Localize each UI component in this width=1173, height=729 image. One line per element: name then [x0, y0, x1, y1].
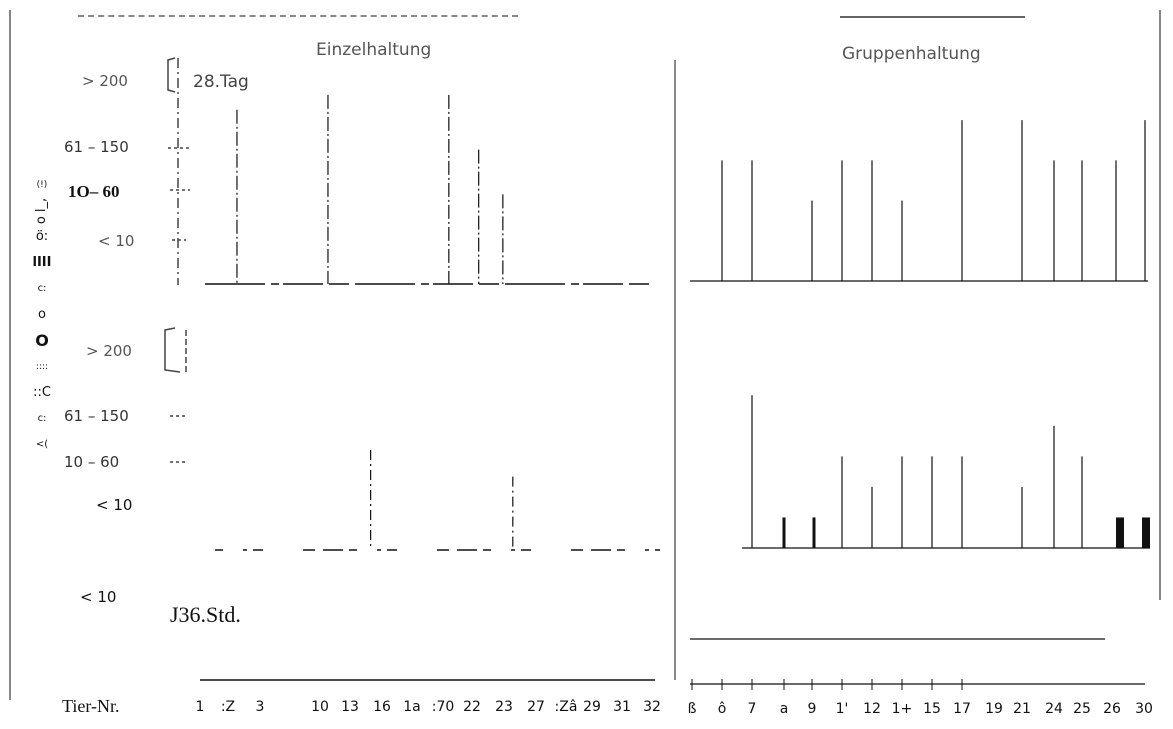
- ylabel-lt10-top: < 10: [98, 232, 135, 250]
- x-tick-label: 16: [373, 699, 391, 715]
- x-tick-label: :Zâ: [554, 699, 578, 715]
- x-tick-label: 26: [1103, 701, 1121, 717]
- x-tick-label: 1+: [891, 701, 913, 717]
- x-tick-label: 32: [643, 699, 661, 715]
- bars-top-left: [236, 94, 504, 284]
- bars-bottom-right: [751, 395, 1150, 548]
- x-tick-label: a: [779, 701, 789, 717]
- x-tick-label: 30: [1135, 701, 1153, 717]
- x-tick-label: 17: [953, 701, 971, 717]
- x-tick-label: 10: [311, 699, 329, 715]
- x-tick-label: 1a: [403, 699, 421, 715]
- x-tick-label: ß: [687, 701, 697, 717]
- glyph: o: [38, 307, 46, 322]
- glyph: c:: [37, 283, 47, 294]
- right-tick-marks: [691, 679, 963, 690]
- header-noise-line: [78, 15, 518, 19]
- left-panel-title: Einzelhaltung: [316, 40, 432, 60]
- bars-bottom-left: [370, 450, 514, 550]
- ylabel-gt200-bottom: > 200: [86, 342, 132, 360]
- x-tick-label: 24: [1045, 701, 1063, 717]
- ylabel-lt10-bottom: < 10: [96, 496, 133, 514]
- x-tick-label: 1': [835, 701, 849, 717]
- bars-top-right: [721, 120, 1146, 281]
- x-tick-label: 21: [1013, 701, 1031, 717]
- glyph: ::C: [33, 385, 51, 400]
- x-tick-label: 19: [985, 701, 1003, 717]
- ylabel-10-60-bottom: 10 – 60: [64, 453, 120, 471]
- bracket-bottom: [164, 327, 181, 373]
- glyph: c:: [37, 413, 47, 424]
- glyph: lIII: [32, 255, 52, 270]
- x-tick-label: 1: [195, 699, 205, 715]
- vertical-glyph-column: (!) o l_, ö: lIII c: o O :::: ::C c: <(: [28, 172, 56, 458]
- x-tick-label: 13: [341, 699, 359, 715]
- ylabel-61-150-top: 61 – 150: [64, 138, 129, 156]
- tier-nr-label: Tier-Nr.: [62, 696, 120, 716]
- ylabel-gt200-top: > 200: [82, 72, 128, 90]
- right-panel-title: Gruppenhaltung: [842, 44, 981, 64]
- hours-36-label: J36.Std.: [170, 602, 241, 627]
- glyph: ::::: [35, 362, 49, 372]
- x-tick-label: 22: [463, 699, 481, 715]
- ylabel-10-60-top: 1O– 60: [68, 182, 120, 201]
- glyph: <(: [35, 439, 49, 450]
- x-tick-label: 23: [495, 699, 513, 715]
- glyph: (!): [36, 180, 48, 190]
- x-tick-label: 9: [807, 701, 817, 717]
- bracket-top: [167, 57, 176, 93]
- x-tick-label: :70: [431, 699, 455, 715]
- x-tick-label: 27: [527, 699, 545, 715]
- glyph: ö:: [35, 229, 49, 244]
- x-tick-label: :Z: [220, 699, 236, 715]
- glyph: O: [35, 331, 49, 350]
- header-noise-line-right: [840, 16, 1025, 20]
- x-tick-label: ô: [717, 701, 727, 717]
- ylabel-lt10-extra: < 10: [80, 588, 117, 606]
- x-tick-label: 15: [923, 701, 941, 717]
- x-tick-label: 25: [1073, 701, 1091, 717]
- x-tick-label: 29: [583, 699, 601, 715]
- x-tick-label: 3: [255, 699, 265, 715]
- x-tick-label: 7: [747, 701, 757, 717]
- x-tick-label: 12: [863, 701, 881, 717]
- day-28-label: 28.Tag: [193, 72, 249, 92]
- x-tick-label: 31: [613, 699, 631, 715]
- ylabel-61-150-bottom: 61 – 150: [64, 407, 129, 425]
